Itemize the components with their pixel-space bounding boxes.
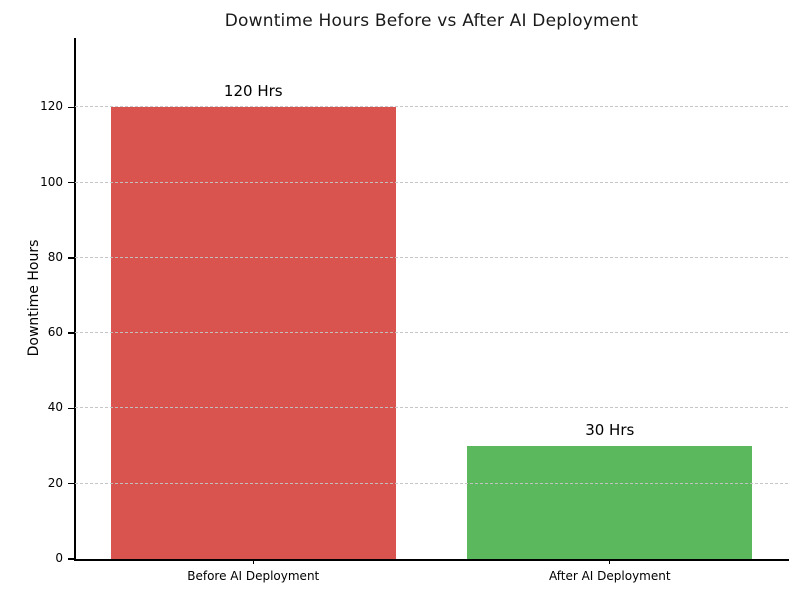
y-tick-label: 100 (40, 174, 63, 189)
y-tick-mark (68, 332, 74, 334)
gridline-20 (75, 482, 788, 484)
gridline-100 (75, 181, 788, 183)
y-axis-spine (74, 38, 76, 560)
gridline-60 (75, 332, 788, 334)
y-tick-label: 0 (55, 551, 63, 565)
y-tick-mark (68, 407, 74, 410)
y-tick-mark (68, 106, 74, 108)
y-tick-mark (68, 181, 74, 184)
y-tick-mark (68, 257, 74, 259)
plot-area: 120 Hrs 30 Hrs (75, 38, 788, 559)
x-tick-mark (609, 559, 611, 564)
x-tick-label: After AI Deployment (548, 569, 671, 583)
bar-2 (467, 446, 753, 559)
bar-1 (110, 107, 396, 559)
y-tick-mark (68, 558, 74, 560)
bar-value-label: 120 Hrs (223, 82, 283, 101)
y-tick-label: 20 (47, 475, 63, 490)
y-tick-label: 80 (47, 249, 63, 264)
bar-value-label: 30 Hrs (585, 421, 635, 440)
y-tick-label: 60 (47, 325, 63, 340)
y-tick-label: 40 (47, 400, 63, 415)
x-tick-label: Before AI Deployment (187, 569, 320, 583)
gridline-80 (75, 256, 788, 258)
y-tick-label: 120 (40, 99, 63, 114)
gridline-40 (75, 407, 788, 409)
x-tick-mark (252, 559, 254, 564)
gridline-120 (75, 106, 788, 108)
chart-title: Downtime Hours Before vs After AI Deploy… (224, 11, 639, 31)
x-axis-spine (74, 559, 789, 561)
y-tick-mark (68, 483, 74, 485)
